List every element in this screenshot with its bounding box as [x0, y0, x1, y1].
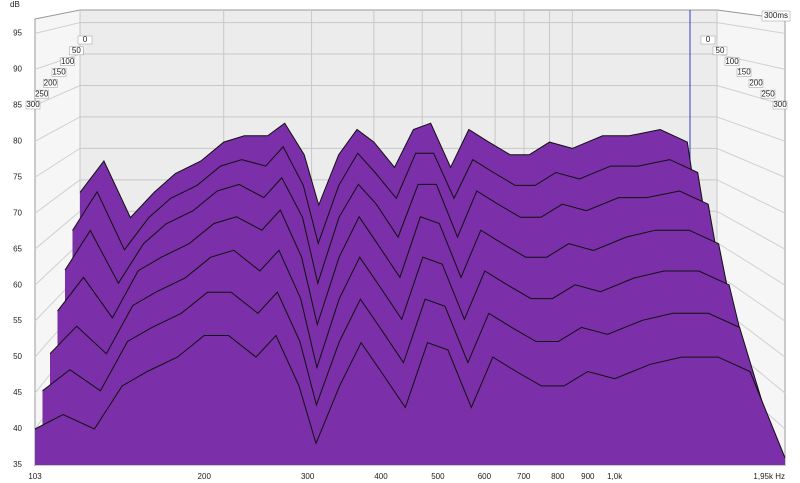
depth-tag [60, 57, 75, 66]
grid-line [34, 147, 81, 178]
depth-tag [34, 89, 49, 99]
x-tick-label: 1,0k [607, 472, 623, 481]
slice-line [42, 291, 775, 441]
x-tick-label: 900 [581, 472, 595, 481]
depth-tag [700, 35, 716, 45]
y-tick-label: 95 [13, 28, 22, 37]
y-tick-label: 35 [13, 460, 22, 469]
time-tag [761, 10, 791, 22]
depth-tag [43, 79, 58, 88]
grid-line [34, 85, 81, 106]
x-tick-label: 800 [551, 472, 565, 481]
depth-tag [77, 35, 93, 45]
slice-line [79, 122, 718, 338]
grid-line [716, 53, 786, 70]
y-tick-label: 65 [13, 244, 22, 253]
depth-label: 200 [749, 78, 763, 87]
depth-tag [748, 79, 764, 88]
y-tick-label: 90 [13, 64, 22, 73]
depth-label: 50 [716, 46, 725, 55]
depth-label: 150 [737, 68, 751, 77]
depth-label: 0 [83, 35, 88, 44]
depth-label: 250 [761, 89, 775, 98]
depth-label: 250 [35, 89, 49, 98]
depth-label: 150 [52, 68, 66, 77]
depth-tag [25, 100, 41, 110]
depth-tag [51, 68, 67, 77]
grid-line [716, 147, 786, 178]
grid-line [34, 210, 81, 250]
depth-label: 0 [706, 35, 711, 44]
grid-line [34, 116, 81, 142]
grid-line [716, 242, 786, 286]
x-tick-label: 700 [517, 472, 531, 481]
slice-fill [35, 335, 785, 465]
depth-tag [712, 46, 728, 56]
grid-line [716, 210, 786, 250]
depth-label: 300 [26, 100, 40, 109]
grid-line [34, 53, 81, 70]
slice-line [64, 176, 741, 383]
y-tick-label: 80 [13, 136, 22, 145]
slice-line [34, 334, 786, 458]
depth-label: 300 [773, 100, 787, 109]
depth-tag [736, 68, 752, 77]
depth-label: 200 [44, 78, 58, 87]
grid-line [716, 116, 786, 142]
depth-label: 50 [72, 46, 81, 55]
x-tick-label: 300 [301, 472, 315, 481]
slices [34, 122, 786, 465]
x-tick-label: 500 [431, 472, 445, 481]
depth-label: 100 [725, 57, 739, 66]
y-tick-label: 50 [13, 352, 22, 361]
slice-line [72, 145, 729, 360]
y-tick-label: 75 [13, 172, 22, 181]
y-tick-label: 45 [13, 388, 22, 397]
y-axis-label: dB [10, 0, 20, 9]
labels: 35 40 45 50 55 60 65 70 75 80 85 90 95 103 200 300 400 50… [13, 28, 788, 481]
slice-line [57, 209, 752, 406]
y-tick-label: 60 [13, 280, 22, 289]
y-tick-label: 85 [13, 100, 22, 109]
grid-line [34, 22, 81, 34]
x-tick-label: 103 [28, 472, 42, 481]
grid-line [716, 22, 786, 34]
y-tick-label: 40 [13, 424, 22, 433]
grid-line [716, 273, 786, 322]
x-tick-label: 400 [374, 472, 388, 481]
depth-label: 100 [61, 57, 75, 66]
grid-line [34, 179, 81, 214]
x-tick-label: 600 [478, 472, 492, 481]
y-tick-label: 55 [13, 316, 22, 325]
x-tick-label: 200 [198, 472, 212, 481]
depth-tag [724, 57, 740, 66]
depth-tag [69, 46, 84, 56]
x-tick-label: 1,95k Hz [753, 472, 785, 481]
depth-tag [772, 100, 788, 110]
grid-line [716, 179, 786, 214]
slice-line [49, 249, 763, 423]
y-tick-label: 70 [13, 208, 22, 217]
depth-tag [760, 89, 776, 99]
time-label: 300ms [764, 11, 788, 20]
